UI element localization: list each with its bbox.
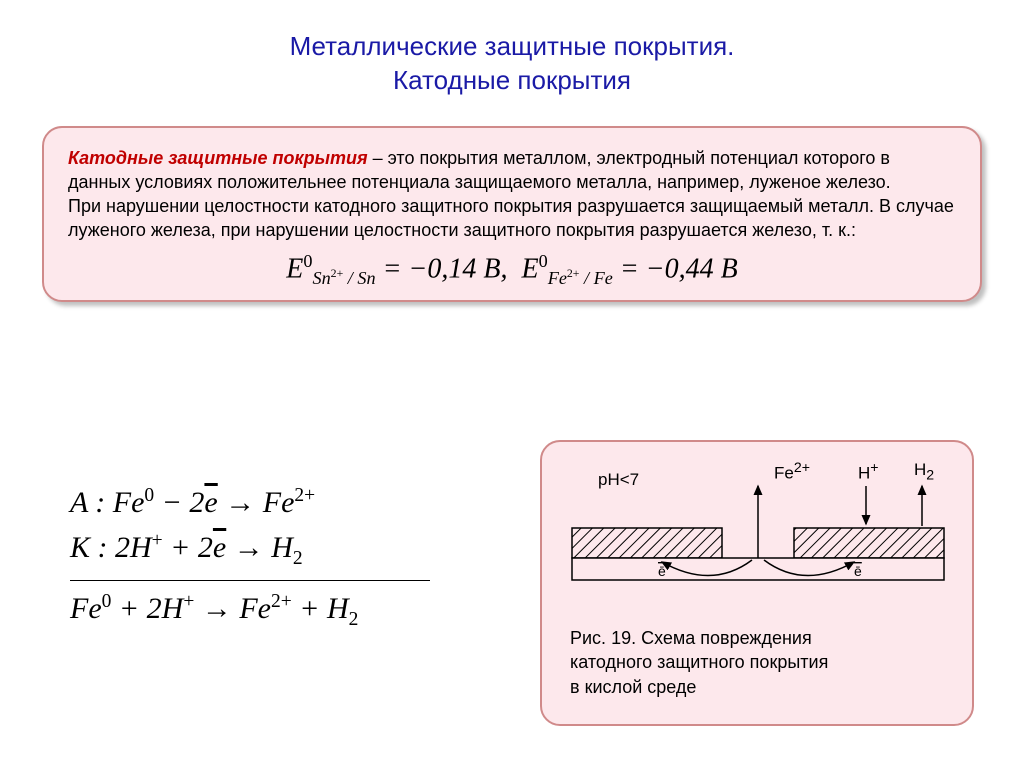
- definition-box: Катодные защитные покрытия – это покрыти…: [42, 126, 982, 303]
- svg-text:ē: ē: [854, 563, 862, 579]
- definition-body2: При нарушении целостности катодного защи…: [68, 196, 954, 240]
- title-line2: Катодные покрытия: [393, 65, 631, 95]
- anode-equation: A : Fe0 − 2e → Fe2+: [70, 485, 430, 520]
- equation-divider: [70, 580, 430, 581]
- definition-term: Катодные защитные покрытия: [68, 148, 368, 168]
- cathode-equation: K : 2H+ + 2e → H2: [70, 530, 430, 570]
- caption-line3: в кислой среде: [570, 677, 696, 697]
- corrosion-diagram: ē ē: [542, 442, 972, 622]
- caption-line1: Рис. 19. Схема повреждения: [570, 628, 812, 648]
- diagram-box: pH<7 Fe2+ H+ H2: [540, 440, 974, 726]
- title-line1: Металлические защитные покрытия.: [290, 31, 735, 61]
- diagram-caption: Рис. 19. Схема повреждения катодного защ…: [570, 626, 828, 699]
- potential-formula: E0Sn2+ / Sn = −0,14 B, E0Fe2+ / Fe = −0,…: [68, 249, 956, 290]
- half-reactions: A : Fe0 − 2e → Fe2+ K : 2H+ + 2e → H2 Fe…: [70, 475, 430, 641]
- slide-title: Металлические защитные покрытия. Катодны…: [0, 0, 1024, 98]
- caption-line2: катодного защитного покрытия: [570, 652, 828, 672]
- svg-text:ē: ē: [658, 563, 666, 579]
- sum-equation: Fe0 + 2H+ → Fe2+ + H2: [70, 591, 430, 631]
